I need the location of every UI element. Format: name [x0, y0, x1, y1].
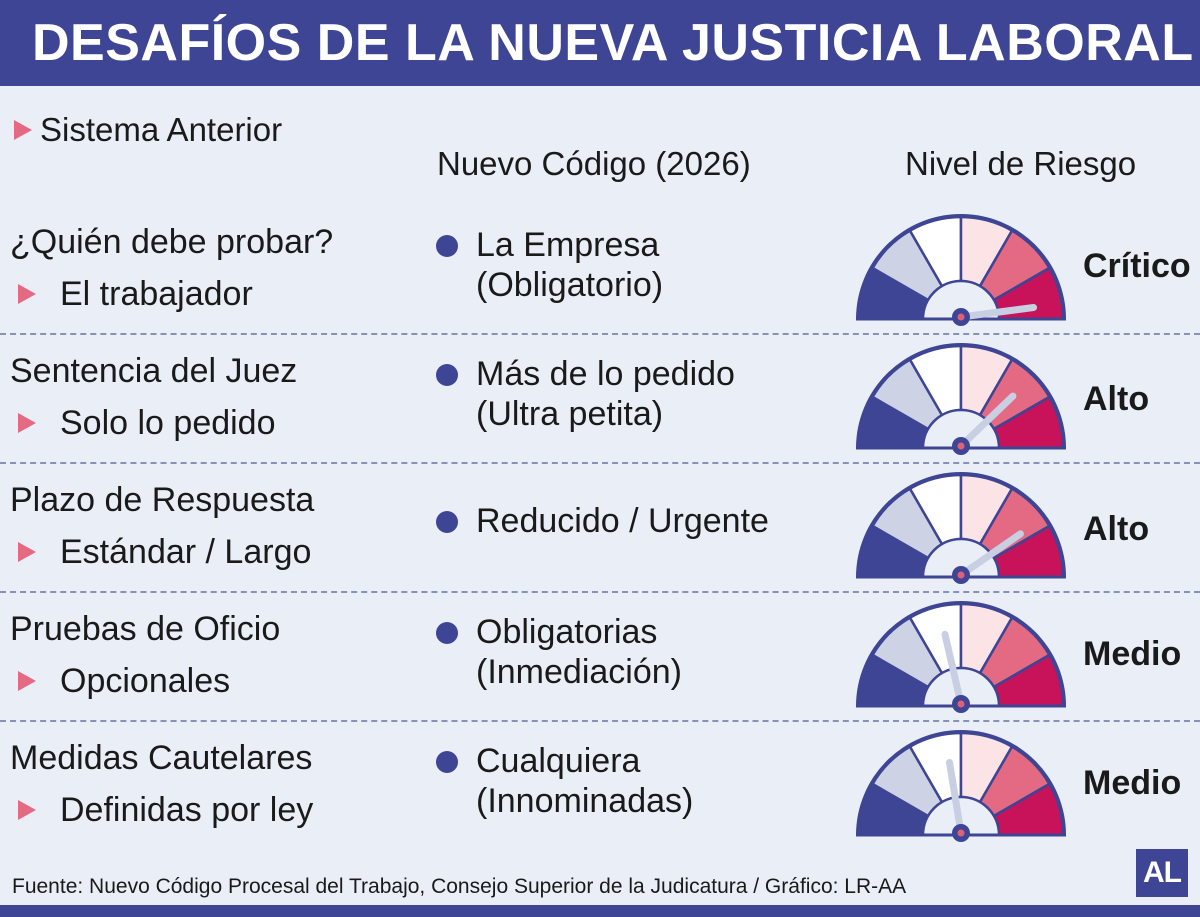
row-new-code: Cualquiera (Innominadas) [436, 741, 693, 821]
row-new-code-line: Cualquiera [476, 742, 641, 780]
row-new-code-line: (Obligatorio) [476, 266, 664, 304]
table-row: Sentencia del Juez Solo lo pedido Más de l… [0, 336, 1200, 464]
gauge-hub-center [957, 829, 965, 837]
risk-level-label: Crítico [1083, 247, 1191, 285]
row-new-code-line: Reducido / Urgente [476, 502, 769, 540]
row-old-system-label: El trabajador [60, 275, 253, 313]
row-new-code-line: Más de lo pedido [476, 355, 735, 393]
table-row: ¿Quién debe probar? El trabajador La Empre… [0, 207, 1200, 335]
brand-logo: AL [1136, 849, 1188, 897]
row-question: Pruebas de Oficio [10, 610, 281, 648]
row-old-system-label: Opcionales [60, 662, 231, 700]
gauge-needle [957, 304, 1038, 321]
row-old-system: Definidas por ley [18, 789, 313, 831]
gauge-needle [957, 530, 1024, 579]
row-old-system-label: Estándar / Largo [60, 533, 312, 571]
gauge-hub-center [957, 571, 965, 579]
row-old-system: Solo lo pedido [18, 402, 276, 444]
triangle-marker-icon [14, 120, 32, 140]
row-old-system-label: Solo lo pedido [60, 404, 276, 442]
gauge-hub-center [957, 442, 965, 450]
risk-level-label: Alto [1083, 510, 1150, 548]
triangle-marker-icon [18, 671, 36, 691]
column-header-new-code: Nuevo Código (2026) [437, 145, 751, 182]
row-question: ¿Quién debe probar? [10, 223, 334, 261]
row-new-code-line: La Empresa [476, 226, 660, 264]
bullet-dot-icon [436, 622, 458, 644]
row-divider [0, 720, 1200, 722]
legend-label: Sistema Anterior [40, 111, 283, 148]
bullet-dot-icon [436, 751, 458, 773]
gauge-hub-ring [921, 408, 1001, 450]
column-header-risk: Nivel de Riesgo [905, 145, 1137, 182]
legend: Sistema Anterior [14, 110, 282, 150]
row-divider [0, 462, 1200, 464]
table-row: Pruebas de Oficio Opcionales Obligatorias(… [0, 594, 1200, 722]
risk-gauge [856, 601, 1066, 713]
bullet-dot-icon [436, 235, 458, 257]
row-old-system: Estándar / Largo [18, 531, 311, 573]
triangle-marker-icon [18, 284, 36, 304]
risk-level-label: Medio [1083, 764, 1182, 802]
table-row: Medidas Cautelares Definidas por ley Cualq… [0, 723, 1200, 851]
risk-gauge [856, 343, 1066, 455]
title-bar: DESAFÍOS DE LA NUEVA JUSTICIA LABORAL [0, 0, 1200, 86]
row-old-system: El trabajador [18, 273, 253, 315]
risk-gauge [856, 214, 1066, 326]
bullet-dot-icon [436, 364, 458, 386]
row-divider [0, 333, 1200, 335]
table-row: Plazo de Respuesta Estándar / Largo Reduci… [0, 465, 1200, 593]
risk-gauge [856, 730, 1066, 842]
row-question: Plazo de Respuesta [10, 481, 315, 519]
bottom-bar [0, 905, 1200, 917]
row-new-code: Obligatorias (Inmediación) [436, 612, 682, 692]
page-title: DESAFÍOS DE LA NUEVA JUSTICIA LABORAL [32, 14, 1194, 72]
row-new-code: Más de lo pedido (Ultra petita) [436, 354, 735, 434]
risk-gauge [856, 472, 1066, 584]
row-old-system: Opcionales [18, 660, 230, 702]
gauge-hub-ring [921, 537, 1001, 579]
source-note: Fuente: Nuevo Código Procesal del Trabaj… [12, 875, 907, 898]
row-new-code-line: (Ultra petita) [476, 395, 664, 433]
triangle-marker-icon [18, 413, 36, 433]
risk-level-label: Alto [1083, 380, 1150, 418]
row-divider [0, 591, 1200, 593]
gauge-hub-ring [921, 666, 1001, 708]
gauge-hub-center [957, 313, 965, 321]
row-new-code-line: Obligatorias [476, 613, 658, 651]
row-question: Medidas Cautelares [10, 739, 313, 777]
row-new-code: La Empresa (Obligatorio) [436, 225, 663, 305]
gauge-hub-ring [921, 279, 1001, 321]
gauge-needle [941, 630, 965, 708]
row-new-code-line: (Inmediación) [476, 653, 682, 691]
triangle-marker-icon [18, 542, 36, 562]
row-new-code-line: (Innominadas) [476, 782, 694, 820]
row-new-code: Reducido / Urgente [436, 501, 769, 541]
risk-level-label: Medio [1083, 635, 1182, 673]
row-old-system-label: Definidas por ley [60, 791, 314, 829]
bullet-dot-icon [436, 511, 458, 533]
row-question: Sentencia del Juez [10, 352, 298, 390]
gauge-needle [946, 758, 965, 837]
gauge-hub-center [957, 700, 965, 708]
triangle-marker-icon [18, 800, 36, 820]
gauge-needle [957, 392, 1017, 450]
